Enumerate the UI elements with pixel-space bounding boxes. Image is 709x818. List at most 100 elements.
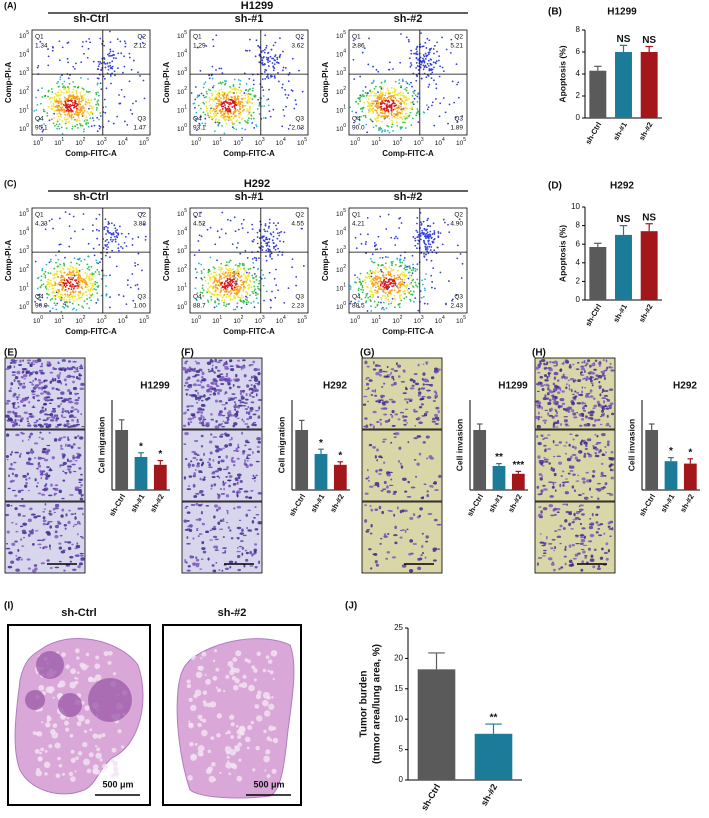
cell	[211, 364, 214, 367]
event-dot	[74, 125, 77, 128]
tick-base: 10	[177, 304, 185, 311]
event-dot	[82, 114, 85, 117]
event-dot	[253, 290, 256, 292]
event-dot	[211, 117, 214, 120]
event-dot	[197, 104, 200, 107]
event-dot	[76, 123, 79, 126]
cell	[77, 434, 80, 438]
event-dot	[124, 235, 127, 238]
event-dot	[443, 221, 446, 224]
event-dot	[209, 278, 212, 281]
event-dot	[391, 123, 394, 126]
event-dot	[86, 110, 88, 113]
cell	[226, 510, 229, 515]
event-dot	[51, 49, 54, 52]
event-dot	[225, 94, 228, 97]
event-dot	[215, 69, 217, 71]
event-dot	[216, 112, 219, 115]
event-dot	[253, 95, 256, 98]
event-dot	[272, 242, 275, 244]
event-dot	[362, 89, 364, 92]
event-dot	[277, 72, 279, 74]
tick-base: 10	[177, 229, 185, 236]
event-dot	[425, 253, 427, 256]
cell	[48, 402, 52, 405]
event-dot	[247, 101, 249, 104]
event-dot	[100, 269, 103, 272]
event-dot	[241, 281, 244, 284]
cell	[30, 513, 36, 516]
event-dot	[63, 271, 66, 274]
event-dot	[377, 264, 380, 267]
event-dot	[369, 299, 372, 301]
event-dot	[68, 300, 70, 303]
event-dot	[370, 291, 373, 293]
event-dot	[75, 262, 78, 265]
cell	[29, 381, 32, 383]
plot-frame	[189, 29, 309, 136]
cell	[62, 436, 67, 439]
event-dot	[399, 254, 402, 257]
event-dot	[381, 120, 383, 123]
cell	[80, 494, 85, 496]
event-dot	[77, 297, 80, 300]
event-dot	[37, 119, 40, 121]
event-dot	[95, 108, 98, 111]
event-dot	[218, 268, 221, 271]
event-dot	[236, 108, 239, 111]
event-dot	[213, 279, 216, 282]
event-dot	[63, 80, 66, 83]
event-dot	[406, 82, 409, 85]
event-dot	[103, 228, 106, 231]
event-dot	[224, 104, 226, 106]
event-dot	[231, 243, 234, 246]
event-dot	[390, 269, 393, 272]
event-dot	[251, 291, 254, 293]
event-dot	[433, 52, 435, 55]
event-dot	[287, 80, 290, 83]
cell	[217, 369, 221, 372]
event-dot	[79, 277, 82, 280]
cell	[72, 360, 77, 363]
event-dot	[96, 237, 99, 240]
event-dot	[400, 222, 403, 224]
event-dot	[232, 85, 235, 88]
cell	[215, 508, 219, 512]
cell	[224, 444, 229, 448]
event-dot	[364, 114, 367, 117]
event-dot	[214, 300, 217, 303]
event-dot	[220, 82, 223, 85]
event-dot	[351, 110, 354, 113]
quadrant-name: Q2	[454, 212, 463, 219]
event-dot	[211, 77, 214, 80]
cell	[10, 504, 13, 507]
cell	[21, 359, 24, 362]
cell	[19, 399, 24, 403]
event-dot	[80, 286, 83, 289]
event-dot	[400, 107, 403, 110]
cell	[186, 408, 190, 411]
event-dot	[234, 280, 237, 283]
event-dot	[222, 288, 225, 291]
cell	[70, 465, 72, 468]
cell	[11, 521, 14, 524]
cell	[17, 401, 19, 404]
event-dot	[415, 79, 418, 82]
cell	[43, 423, 49, 426]
event-dot	[224, 264, 227, 267]
cell	[41, 362, 43, 366]
event-dot	[216, 121, 219, 124]
event-dot	[117, 52, 120, 55]
event-dot	[232, 88, 234, 90]
cell	[201, 461, 205, 465]
event-dot	[268, 60, 271, 63]
event-dot	[396, 110, 399, 112]
y-tick-label: 105	[336, 208, 346, 217]
event-dot	[216, 293, 219, 296]
event-dot	[396, 291, 399, 294]
event-dot	[63, 117, 66, 119]
event-dot	[390, 96, 393, 99]
cell	[242, 405, 247, 407]
event-dot	[53, 97, 56, 99]
event-dot	[220, 112, 222, 115]
